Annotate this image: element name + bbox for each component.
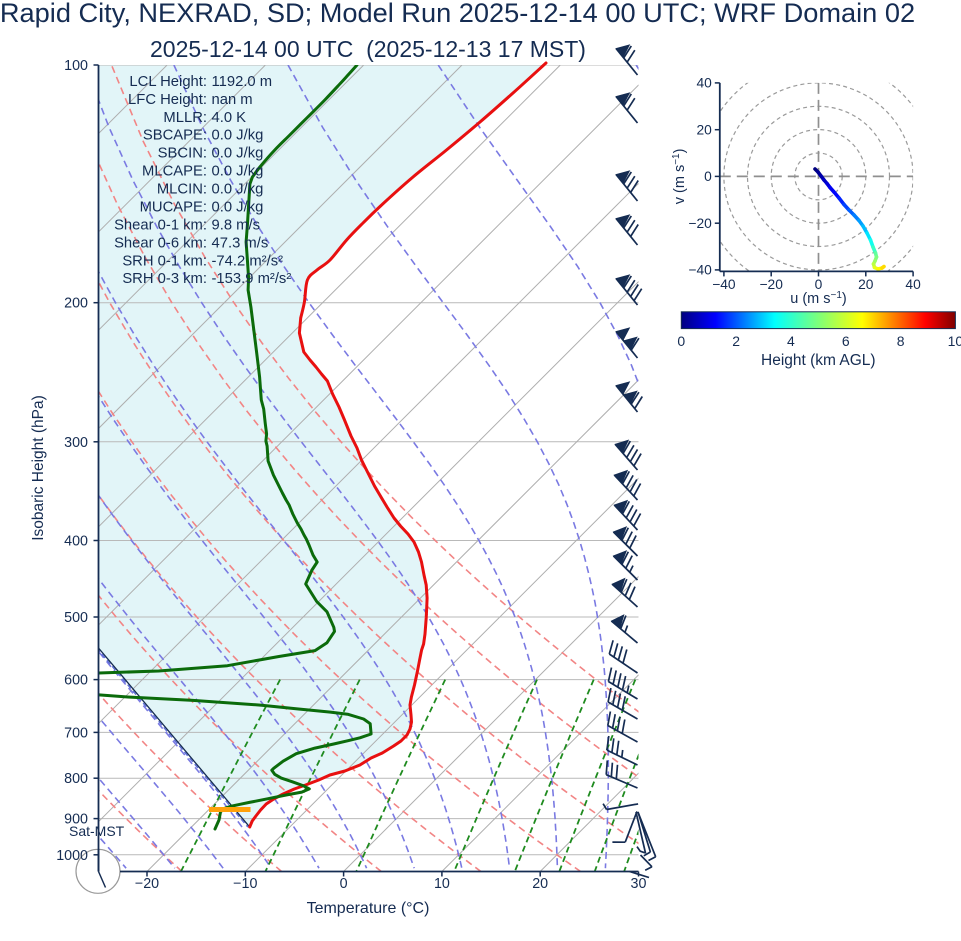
svg-text:2025-12-14 00 UTC (2025-12-13: 2025-12-14 00 UTC (2025-12-13 17 MST) [150, 36, 586, 62]
svg-text:500: 500 [64, 610, 88, 626]
svg-text:-74.2 m²/s²: -74.2 m²/s² [212, 253, 284, 269]
svg-text:Height (km AGL): Height (km AGL) [761, 352, 876, 369]
svg-text:MLLR:: MLLR: [163, 110, 207, 126]
svg-text:8: 8 [897, 333, 905, 349]
svg-text:SBCIN:: SBCIN: [158, 146, 207, 162]
svg-text:0.0 J/kg: 0.0 J/kg [212, 128, 264, 144]
svg-text:9.8 m/s: 9.8 m/s [212, 217, 261, 233]
svg-text:0: 0 [340, 876, 348, 892]
svg-text:40: 40 [696, 76, 712, 91]
svg-text:47.3 m/s: 47.3 m/s [212, 235, 269, 251]
svg-text:4: 4 [787, 333, 795, 349]
svg-text:Shear 0-1 km:: Shear 0-1 km: [114, 217, 207, 233]
svg-text:0: 0 [704, 169, 712, 184]
svg-text:Isobaric Height (hPa): Isobaric Height (hPa) [30, 395, 47, 541]
svg-text:−20: −20 [135, 876, 159, 892]
svg-text:SRH 0-1 km:: SRH 0-1 km: [122, 253, 207, 269]
svg-text:SBCAPE:: SBCAPE: [143, 128, 207, 144]
svg-text:20: 20 [858, 277, 874, 292]
svg-text:800: 800 [64, 771, 88, 787]
svg-text:0.0 J/kg: 0.0 J/kg [212, 182, 264, 198]
svg-text:6: 6 [842, 333, 850, 349]
svg-text:600: 600 [64, 673, 88, 689]
svg-text:LFC Height:: LFC Height: [128, 92, 207, 108]
svg-text:Rapid City, NEXRAD, SD; Model: Rapid City, NEXRAD, SD; Model Run 2025-1… [0, 0, 915, 28]
svg-text:0.0 J/kg: 0.0 J/kg [212, 200, 264, 216]
svg-text:Temperature (°C): Temperature (°C) [307, 900, 430, 917]
svg-text:nan m: nan m [212, 92, 253, 108]
svg-text:1192.0 m: 1192.0 m [212, 74, 273, 90]
svg-text:Sat-MST: Sat-MST [69, 823, 125, 839]
svg-text:0: 0 [677, 333, 685, 349]
svg-text:10: 10 [434, 876, 450, 892]
svg-text:40: 40 [905, 277, 921, 292]
svg-text:20: 20 [532, 876, 548, 892]
svg-text:MUCAPE:: MUCAPE: [140, 200, 207, 216]
svg-text:MLCIN:: MLCIN: [157, 182, 207, 198]
svg-text:2: 2 [732, 333, 740, 349]
svg-text:10: 10 [948, 333, 961, 349]
svg-text:−40: −40 [712, 277, 736, 292]
svg-text:MLCAPE:: MLCAPE: [142, 164, 207, 180]
svg-text:400: 400 [64, 534, 88, 550]
svg-text:200: 200 [64, 296, 88, 312]
svg-text:0.0 J/kg: 0.0 J/kg [212, 164, 264, 180]
svg-text:Shear 0-6 km:: Shear 0-6 km: [114, 235, 207, 251]
svg-text:−10: −10 [233, 876, 257, 892]
svg-text:-153.9 m²/s²: -153.9 m²/s² [212, 271, 292, 287]
svg-text:LCL Height:: LCL Height: [129, 74, 207, 90]
svg-text:−20: −20 [688, 216, 712, 231]
svg-text:4.0 K: 4.0 K [212, 110, 247, 126]
svg-text:300: 300 [64, 435, 88, 451]
svg-text:20: 20 [696, 123, 712, 138]
svg-text:0: 0 [815, 277, 823, 292]
svg-text:−40: −40 [688, 263, 712, 278]
svg-text:0.0 J/kg: 0.0 J/kg [212, 146, 264, 162]
svg-text:700: 700 [64, 725, 88, 741]
svg-text:1000: 1000 [56, 848, 88, 864]
svg-text:SRH 0-3 km:: SRH 0-3 km: [122, 271, 207, 287]
svg-text:−20: −20 [759, 277, 783, 292]
svg-text:30: 30 [631, 876, 647, 892]
svg-text:100: 100 [64, 58, 88, 74]
